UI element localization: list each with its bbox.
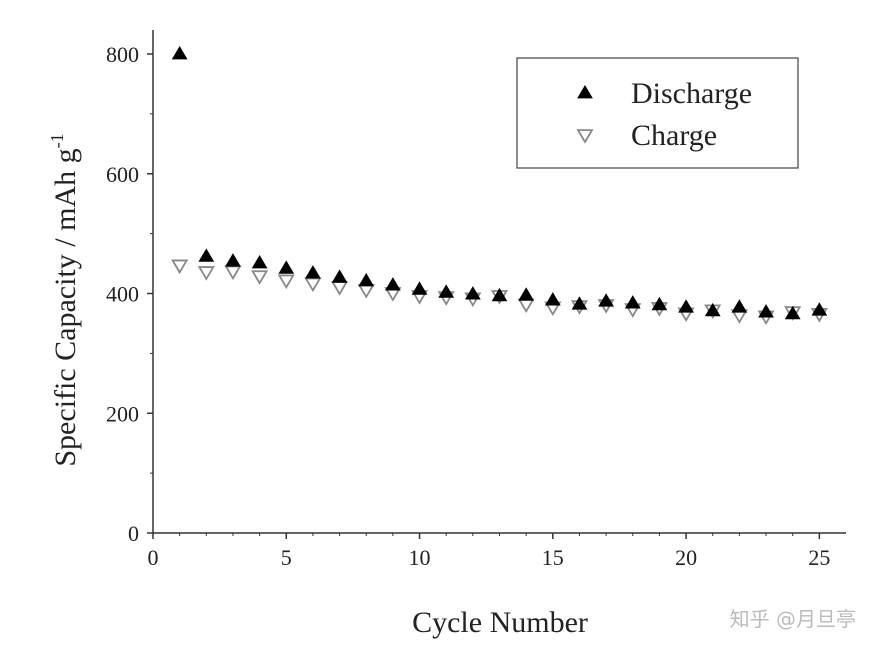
x-tick-label: 15	[542, 545, 564, 570]
discharge-point	[624, 295, 641, 309]
discharge-point	[651, 296, 668, 311]
discharge-point	[544, 292, 561, 306]
axes: 0 5 10 15 20 25 0 200 400 600 800	[106, 30, 846, 570]
x-axis-label: Cycle Number	[412, 606, 588, 639]
charge-point	[517, 298, 535, 314]
discharge-point	[518, 287, 535, 301]
legend-label: Charge	[631, 119, 717, 152]
discharge-point	[251, 254, 268, 269]
charge-point	[197, 266, 215, 281]
y-axis-label-superscript: -1	[47, 133, 67, 148]
y-tick-label: 400	[106, 282, 139, 307]
discharge-point	[704, 302, 721, 317]
y-tick-label: 200	[106, 401, 139, 426]
discharge-point	[758, 304, 774, 318]
discharge-point	[385, 277, 401, 291]
x-tick-label: 0	[148, 545, 159, 570]
watermark: 知乎 @月旦亭	[729, 607, 856, 631]
y-tick-label: 600	[106, 162, 139, 187]
charge-point	[357, 284, 375, 299]
discharge-point	[784, 305, 801, 320]
discharge-point	[225, 253, 241, 267]
legend: Discharge Charge	[516, 57, 799, 169]
legend-box	[516, 57, 799, 169]
discharge-point	[171, 46, 188, 60]
discharge-point	[571, 296, 588, 310]
legend-discharge-marker	[577, 85, 593, 99]
discharge-point	[678, 299, 694, 313]
discharge-point	[305, 265, 321, 279]
x-tick-label: 25	[808, 545, 830, 570]
y-axis-label-main: Specific Capacity / mAh g	[49, 148, 82, 466]
data-marks	[171, 46, 828, 326]
discharge-point	[198, 248, 215, 262]
y-tick-label: 0	[128, 521, 139, 546]
discharge-point	[358, 272, 375, 287]
charge-point	[171, 259, 189, 275]
discharge-point	[811, 302, 828, 316]
discharge-point	[598, 293, 614, 307]
discharge-point	[491, 287, 508, 302]
charge-point	[304, 277, 322, 293]
charge-point	[277, 274, 295, 290]
charge-point	[251, 270, 269, 285]
x-tick-label: 5	[281, 545, 292, 570]
charge-point	[331, 281, 349, 296]
discharge-point	[464, 286, 481, 300]
x-tick-label: 20	[675, 545, 697, 570]
discharge-point	[278, 260, 295, 274]
discharge-point	[731, 299, 748, 313]
x-tick-label: 10	[409, 545, 431, 570]
y-tick-label: 800	[106, 42, 139, 67]
discharge-point	[411, 281, 428, 295]
y-axis-label: Specific Capacity / mAh g-1	[47, 133, 82, 466]
charge-point	[224, 265, 242, 281]
legend-charge-marker	[576, 129, 594, 144]
discharge-point	[331, 269, 348, 283]
discharge-point	[438, 284, 455, 298]
legend-label: Discharge	[631, 77, 752, 110]
